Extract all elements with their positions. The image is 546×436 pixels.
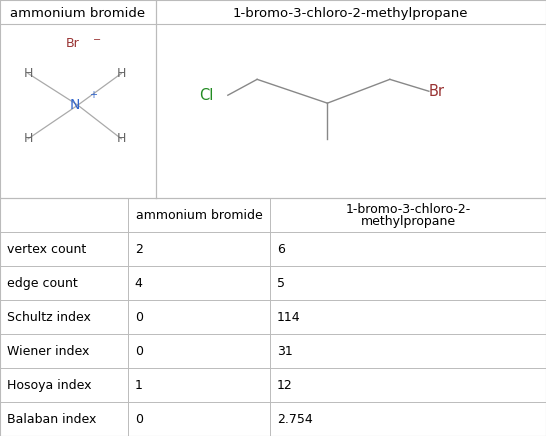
Text: Hosoya index: Hosoya index (7, 378, 91, 392)
Text: H: H (117, 67, 126, 80)
Text: 1-bromo-3-chloro-2-methylpropane: 1-bromo-3-chloro-2-methylpropane (233, 7, 468, 20)
Text: Br: Br (66, 37, 79, 50)
Text: Schultz index: Schultz index (7, 311, 91, 324)
Text: 0: 0 (135, 344, 143, 358)
Text: Br: Br (429, 84, 444, 99)
Text: 0: 0 (135, 412, 143, 426)
Text: 6: 6 (277, 243, 284, 256)
Text: 31: 31 (277, 344, 293, 358)
Text: edge count: edge count (7, 277, 78, 290)
Text: 5: 5 (277, 277, 285, 290)
Text: 2: 2 (135, 243, 143, 256)
Text: 1-bromo-3-chloro-2-: 1-bromo-3-chloro-2- (346, 203, 471, 216)
Text: 4: 4 (135, 277, 143, 290)
Text: Cl: Cl (199, 88, 213, 103)
Text: methylpropane: methylpropane (360, 215, 456, 228)
Text: 12: 12 (277, 378, 293, 392)
Text: +: + (90, 90, 97, 100)
Text: ammonium bromide: ammonium bromide (136, 209, 263, 222)
Text: −: − (93, 35, 102, 44)
Text: 2.754: 2.754 (277, 412, 312, 426)
Text: Balaban index: Balaban index (7, 412, 96, 426)
Text: Wiener index: Wiener index (7, 344, 89, 358)
Text: vertex count: vertex count (7, 243, 86, 256)
Text: 0: 0 (135, 311, 143, 324)
Text: H: H (23, 133, 33, 145)
Text: 114: 114 (277, 311, 300, 324)
Text: 1: 1 (135, 378, 143, 392)
Text: N: N (69, 98, 80, 112)
Text: H: H (117, 133, 126, 145)
Text: H: H (23, 67, 33, 80)
Text: ammonium bromide: ammonium bromide (10, 7, 145, 20)
